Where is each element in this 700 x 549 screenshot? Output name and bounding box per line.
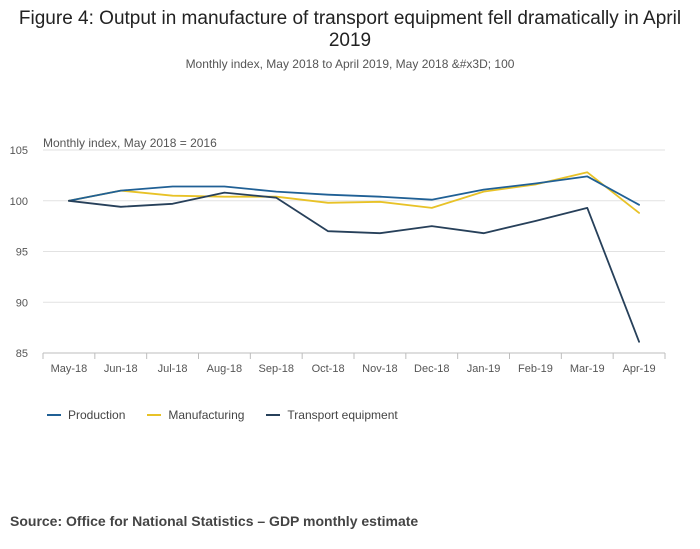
y-tick-label: 100 bbox=[10, 196, 28, 208]
y-tick-label: 105 bbox=[10, 145, 28, 157]
y-axis-ticks: 105 100 95 90 85 bbox=[10, 145, 28, 360]
x-tick-label: Oct-18 bbox=[312, 363, 345, 375]
legend-label-manufacturing: Manufacturing bbox=[168, 408, 245, 422]
legend-label-transport-equipment: Transport equipment bbox=[287, 408, 398, 422]
series-line-production bbox=[68, 175, 640, 206]
y-tick-label: 85 bbox=[16, 348, 28, 360]
legend-item-manufacturing: Manufacturing bbox=[147, 408, 244, 422]
chart-title: Figure 4: Output in manufacture of trans… bbox=[18, 8, 682, 51]
x-tick-label: Apr-19 bbox=[623, 363, 656, 375]
x-tick-label: Mar-19 bbox=[570, 363, 605, 375]
series-line-manufacturing bbox=[68, 171, 640, 214]
x-tick-label: Feb-19 bbox=[518, 363, 553, 375]
legend-swatch-manufacturing bbox=[147, 414, 162, 416]
chart-subtitle: Monthly index, May 2018 to April 2019, M… bbox=[185, 57, 515, 71]
x-tick-label: Aug-18 bbox=[207, 363, 242, 375]
series-lines bbox=[68, 171, 640, 343]
legend-swatch-production bbox=[47, 414, 61, 416]
y-tick-label: 95 bbox=[16, 247, 28, 259]
x-tick-label: Jul-18 bbox=[158, 363, 188, 375]
legend-item-transport-equipment: Transport equipment bbox=[266, 408, 398, 422]
x-tick-label: May-18 bbox=[51, 363, 88, 375]
x-tick-label: Dec-18 bbox=[414, 363, 449, 375]
x-tick-label: Jan-19 bbox=[467, 363, 501, 375]
legend-item-production: Production bbox=[47, 408, 125, 422]
x-tick-label: Nov-18 bbox=[362, 363, 397, 375]
legend-label-production: Production bbox=[68, 408, 126, 422]
y-axis-label: Monthly index, May 2018 = 2016 bbox=[43, 136, 217, 150]
x-axis: May-18 Jun-18 Jul-18 Aug-18 Sep-18 Oct-18 Nov-… bbox=[42, 352, 666, 375]
x-tick-label: Jun-18 bbox=[104, 363, 138, 375]
legend-swatch-transport-equipment bbox=[266, 414, 281, 416]
legend: Production Manufacturing Transport equip… bbox=[47, 408, 398, 422]
gridlines bbox=[43, 149, 665, 303]
x-tick-label: Sep-18 bbox=[259, 363, 294, 375]
series-line-transport-equipment bbox=[68, 191, 640, 343]
y-tick-label: 90 bbox=[16, 297, 28, 309]
source-note: Source: Office for National Statistics –… bbox=[10, 513, 419, 529]
